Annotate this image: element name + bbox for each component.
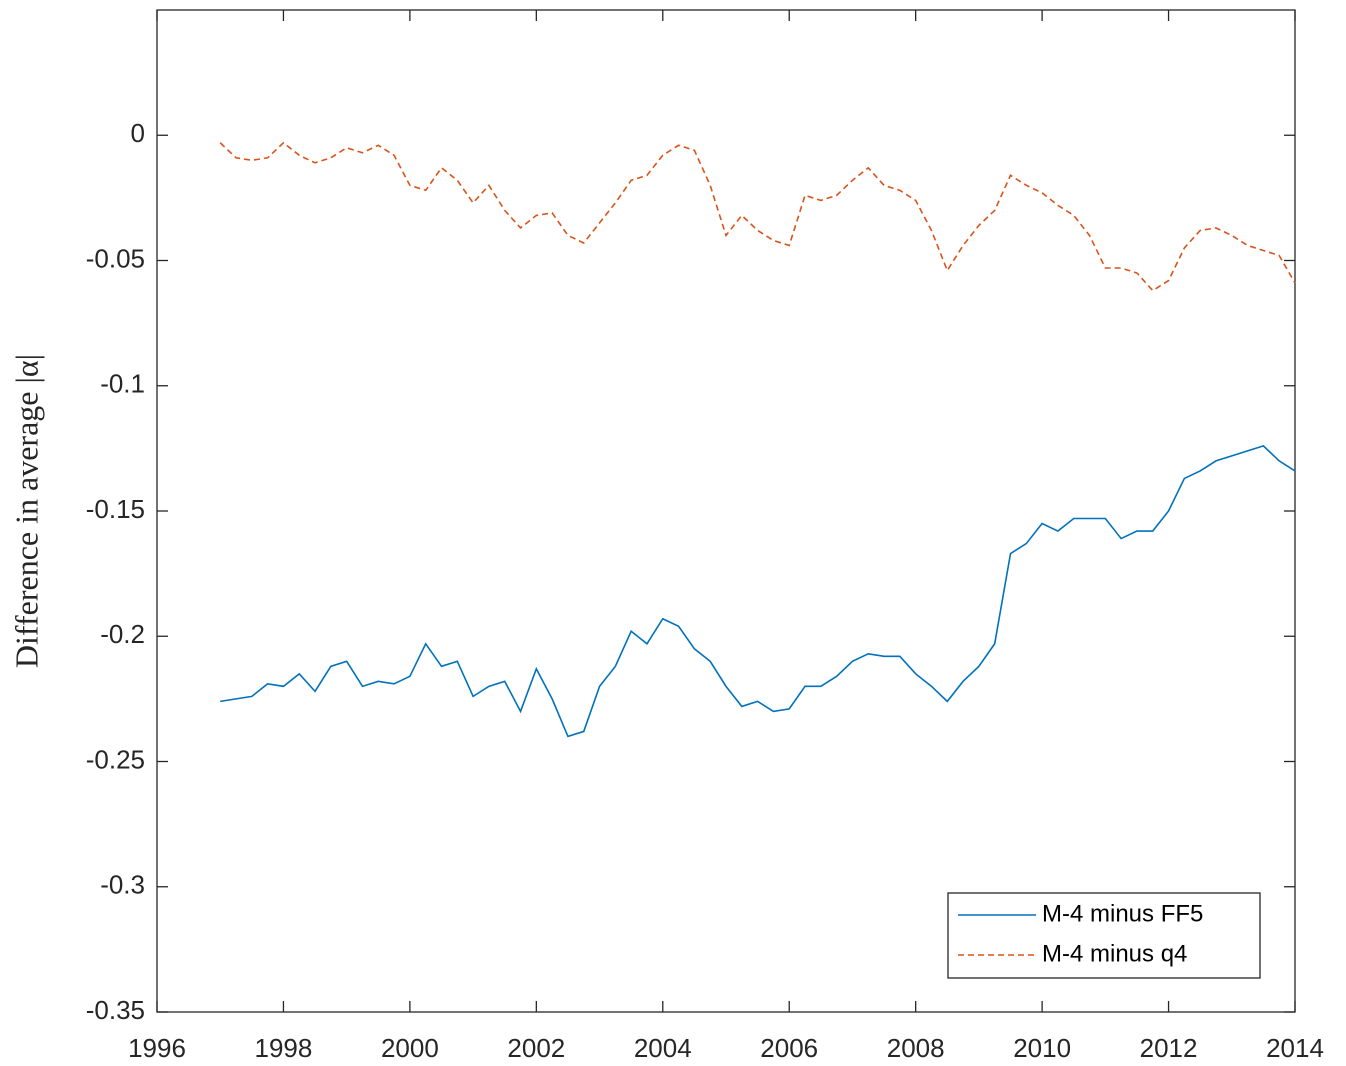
series-line bbox=[220, 444, 1296, 738]
y-axis-label: Difference in average |α| bbox=[8, 354, 44, 668]
plot-frame bbox=[156, 9, 1296, 1013]
y-tick-label: -0.2 bbox=[100, 619, 145, 649]
y-tick-label: -0.05 bbox=[86, 243, 145, 273]
series-line bbox=[219, 141, 1296, 292]
y-tick-label: -0.3 bbox=[100, 870, 145, 900]
x-tick-label: 2002 bbox=[507, 1033, 565, 1063]
y-tick-label: -0.1 bbox=[100, 369, 145, 399]
x-tick-label: 2004 bbox=[634, 1033, 692, 1063]
x-tick-label: 2014 bbox=[1266, 1033, 1324, 1063]
y-tick-label: -0.15 bbox=[86, 494, 145, 524]
x-tick-label: 2012 bbox=[1140, 1033, 1198, 1063]
x-tick-label: 1996 bbox=[128, 1033, 186, 1063]
x-tick-label: 2010 bbox=[1013, 1033, 1071, 1063]
legend: M-4 minus FF5 M-4 minus q4 bbox=[947, 892, 1261, 979]
legend-label: M-4 minus q4 bbox=[1042, 940, 1187, 967]
x-tick-label: 2000 bbox=[381, 1033, 439, 1063]
x-tick-label: 1998 bbox=[255, 1033, 313, 1063]
y-tick-label: -0.35 bbox=[86, 995, 145, 1025]
legend-label: M-4 minus FF5 bbox=[1042, 900, 1203, 927]
y-tick-label: 0 bbox=[131, 118, 145, 148]
legend-box bbox=[947, 892, 1261, 979]
x-tick-label: 2008 bbox=[887, 1033, 945, 1063]
y-tick-label: -0.25 bbox=[86, 744, 145, 774]
x-tick-label: 2006 bbox=[760, 1033, 818, 1063]
